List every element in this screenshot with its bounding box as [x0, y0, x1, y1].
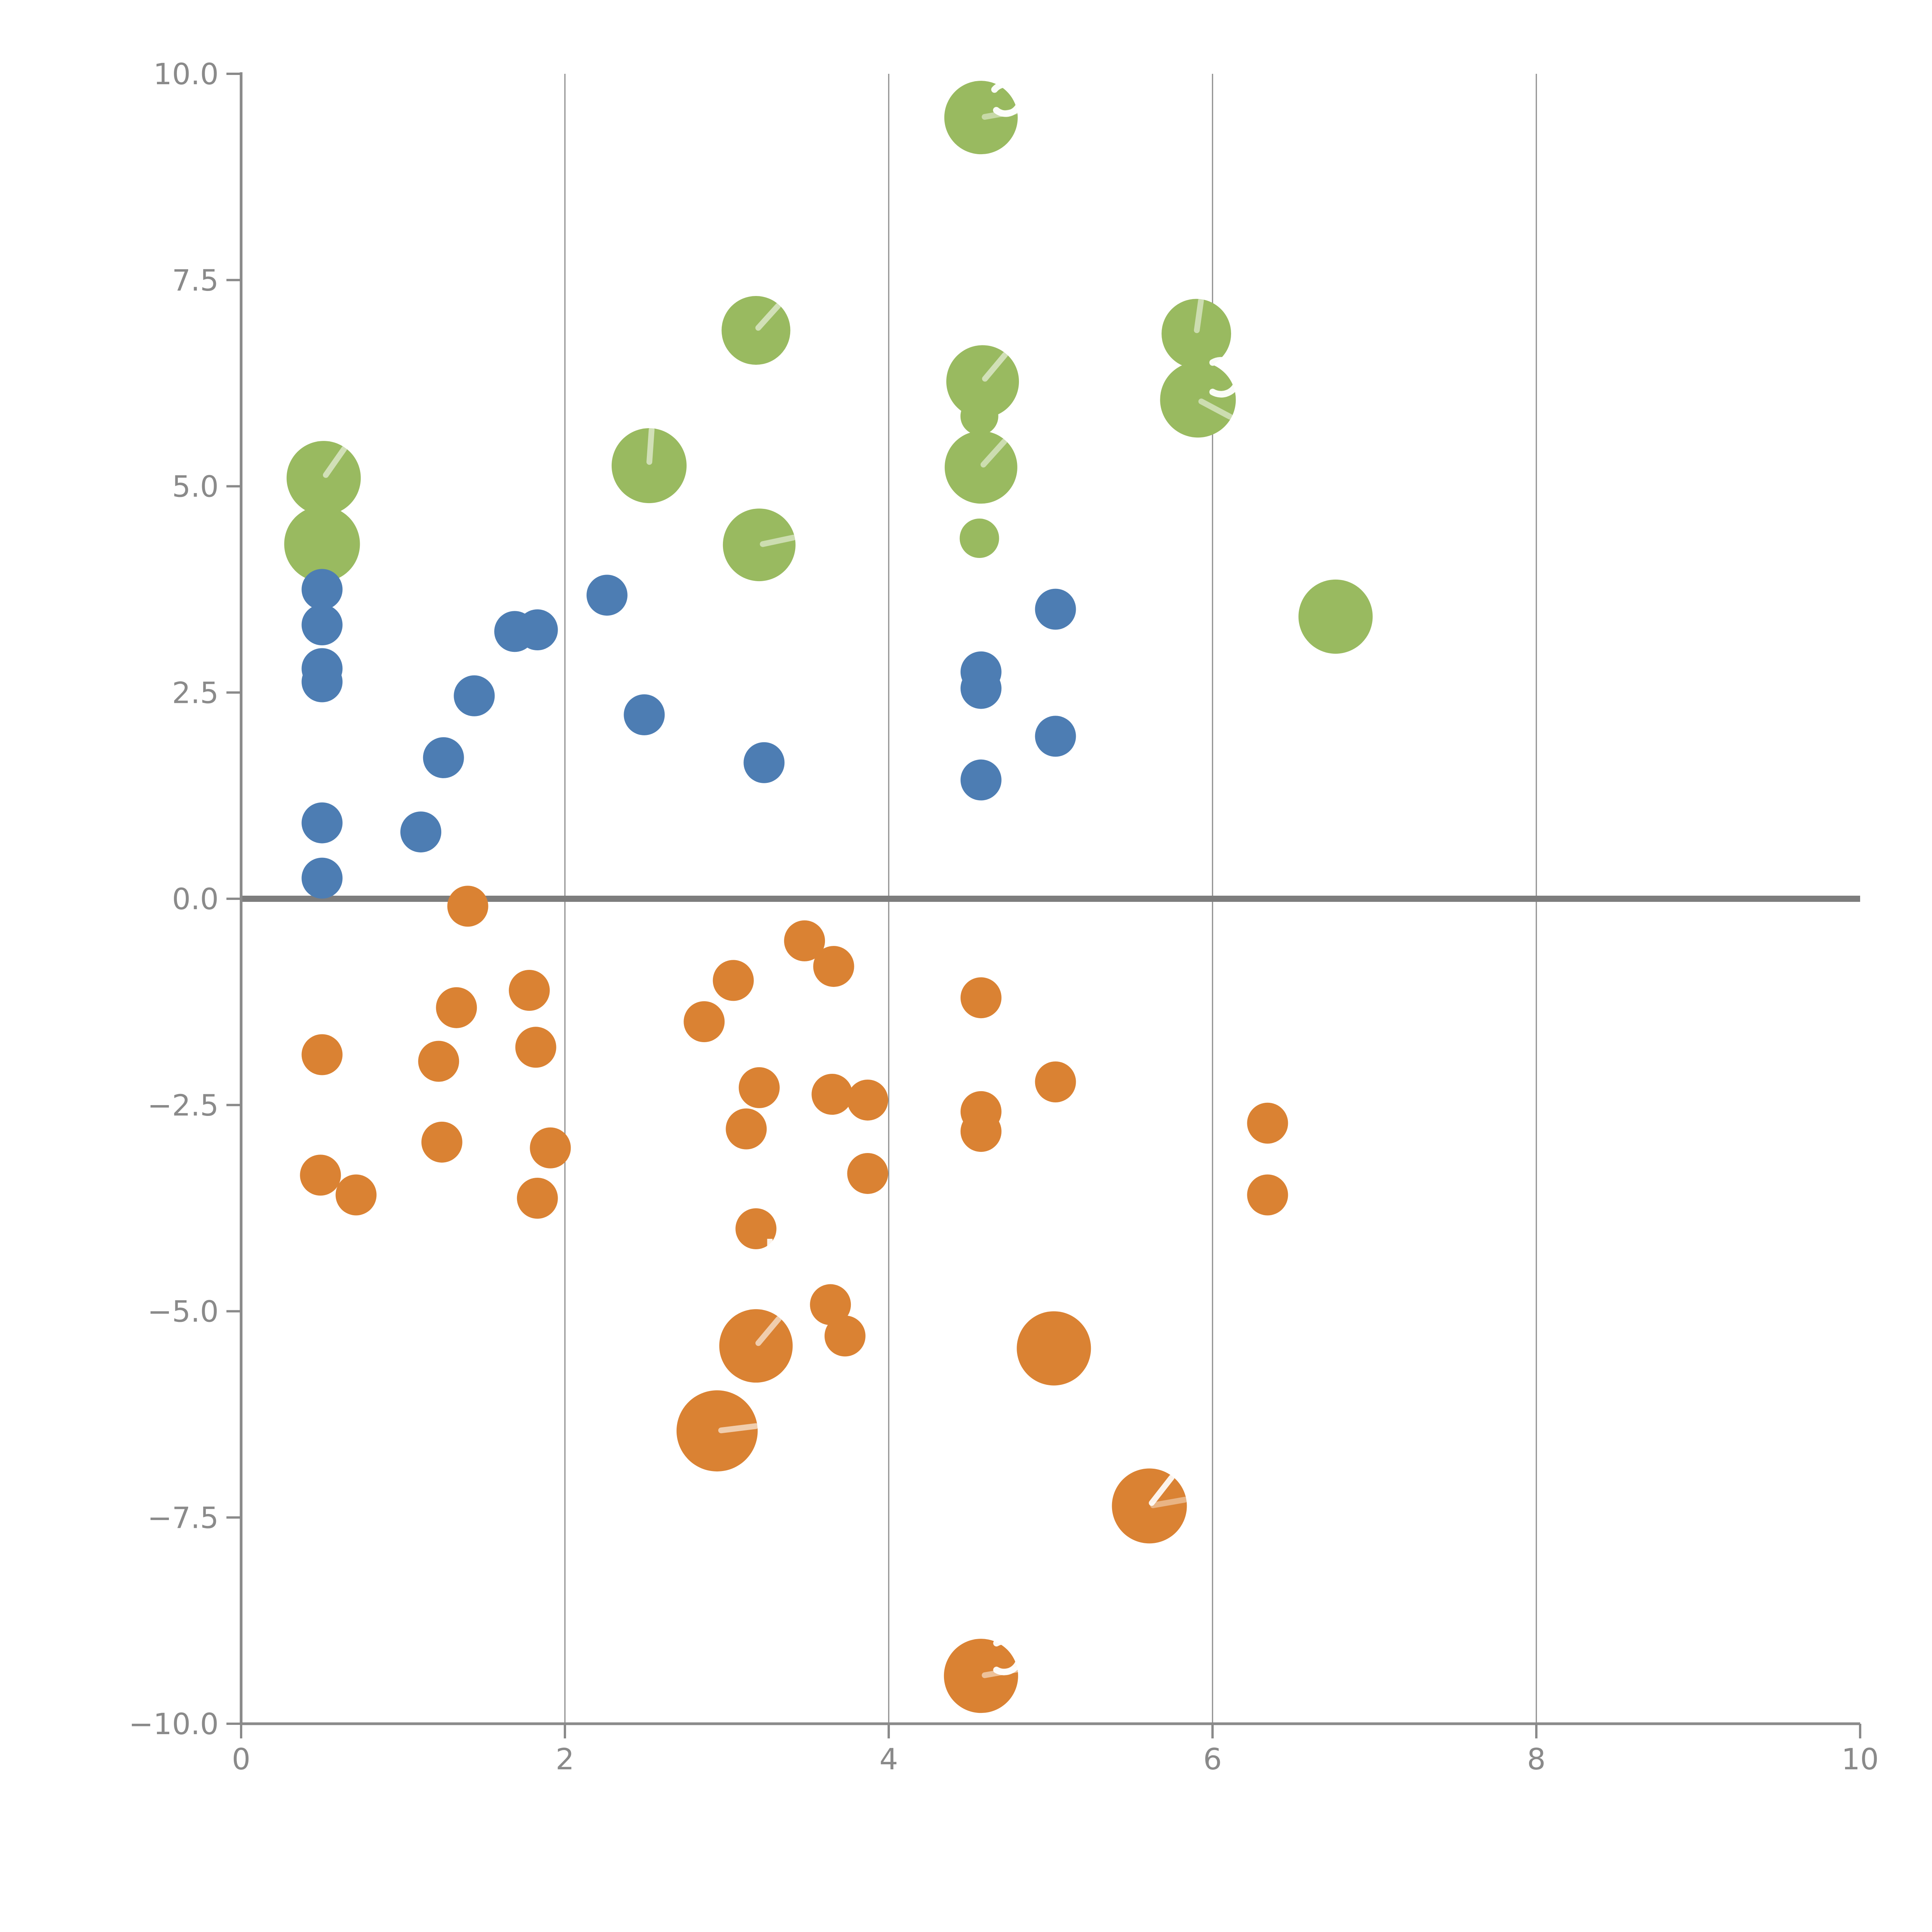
y-tick-label: 0.0	[172, 882, 219, 916]
green-point	[959, 519, 999, 558]
orange-point	[301, 1034, 343, 1075]
orange-point	[676, 1390, 758, 1472]
y-tick-label: 2.5	[172, 675, 219, 710]
orange-point	[1247, 1102, 1288, 1144]
orange-point	[517, 1178, 558, 1219]
green-slice-line	[1194, 298, 1204, 333]
orange-point	[684, 1001, 725, 1043]
orange-point	[421, 1121, 463, 1163]
orange-slice-line	[1149, 1475, 1175, 1506]
orange-point	[1112, 1468, 1187, 1544]
blue-point	[1035, 716, 1076, 757]
orange-point	[418, 1041, 459, 1082]
orange-point	[960, 977, 1002, 1019]
y-tick-label: −2.5	[147, 1088, 219, 1122]
orange-point	[811, 1073, 853, 1115]
orange-slice-line	[718, 1423, 759, 1434]
green-slice-line	[980, 438, 1007, 468]
green-slice-line	[1198, 398, 1233, 420]
blue-point	[517, 609, 558, 650]
orange-slice-line	[755, 1316, 782, 1346]
x-tick-label: 6	[1203, 1742, 1222, 1776]
green-point	[611, 428, 687, 503]
orange-point	[847, 1153, 888, 1194]
orange-point	[735, 1208, 777, 1249]
y-tick-label: 10.0	[153, 57, 219, 91]
green-point	[723, 509, 796, 582]
green-point	[960, 397, 998, 435]
blue-point	[301, 661, 343, 702]
orange-point	[944, 1639, 1018, 1713]
blue-point	[960, 668, 1002, 709]
x-tick-label: 0	[232, 1742, 250, 1776]
green-point	[1298, 579, 1373, 654]
y-tick-label: 5.0	[172, 469, 219, 504]
orange-point	[530, 1127, 571, 1168]
orange-point	[847, 1079, 888, 1121]
orange-point	[1035, 1061, 1076, 1102]
blue-point	[423, 737, 464, 778]
orange-point	[713, 960, 754, 1001]
blue-point	[743, 742, 785, 783]
green-slice-line	[755, 303, 781, 331]
green-point	[286, 441, 361, 515]
green-ring-artifact	[1209, 357, 1242, 398]
orange-point	[515, 1027, 556, 1068]
green-ring-artifact	[991, 81, 1024, 117]
orange-ring-artifact	[993, 1638, 1023, 1675]
orange-point	[810, 1284, 851, 1325]
orange-point	[447, 886, 488, 927]
blue-point	[301, 604, 343, 646]
orange-point	[719, 1309, 793, 1383]
green-point	[284, 506, 360, 582]
orange-point	[509, 969, 550, 1011]
green-slice-line	[982, 352, 1008, 382]
green-slice-line	[323, 446, 347, 478]
y-tick-label: 7.5	[172, 263, 219, 298]
green-point	[1160, 362, 1236, 438]
orange-point	[738, 1067, 780, 1108]
x-tick-label: 8	[1527, 1742, 1546, 1776]
orange-point	[335, 1174, 377, 1216]
blue-point	[624, 694, 665, 735]
green-point	[1162, 299, 1231, 369]
y-tick-label: −5.0	[147, 1294, 219, 1329]
orange-point	[784, 920, 825, 961]
orange-slice-line	[1150, 1497, 1188, 1509]
blue-point	[454, 675, 495, 716]
blue-point	[586, 575, 628, 616]
green-point	[944, 81, 1018, 155]
orange-point	[436, 987, 477, 1028]
y-tick-label: −10.0	[129, 1707, 219, 1741]
blue-point	[1035, 588, 1076, 630]
blue-point	[301, 857, 343, 899]
green-slice-line	[646, 427, 655, 465]
blue-point	[960, 759, 1002, 801]
x-tick-label: 4	[879, 1742, 898, 1776]
orange-point	[813, 946, 854, 987]
orange-point	[1247, 1174, 1288, 1216]
x-tick-label: 10	[1842, 1742, 1879, 1776]
orange-point	[1017, 1311, 1091, 1386]
orange-point	[824, 1315, 866, 1357]
orange-point	[960, 1111, 1002, 1152]
blue-point	[400, 811, 442, 853]
orange-point	[726, 1108, 767, 1150]
green-slice-line	[760, 534, 796, 547]
orange-point	[300, 1155, 341, 1196]
blue-point	[301, 802, 343, 844]
y-tick-label: −7.5	[147, 1500, 219, 1535]
x-tick-label: 2	[556, 1742, 574, 1776]
blue-point	[301, 569, 343, 610]
